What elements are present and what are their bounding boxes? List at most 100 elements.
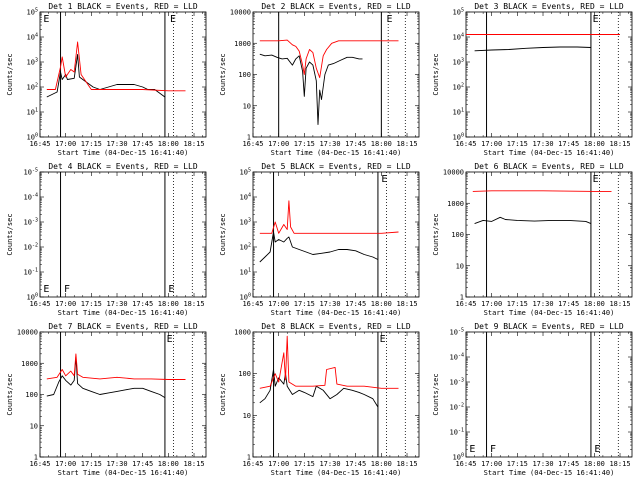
y-axis-label: Counts/sec <box>219 53 227 95</box>
y-tick-label: 100 <box>451 231 464 239</box>
y-tick-label: 10-4 <box>450 353 464 362</box>
x-axis-label: Start Time (04-Dec-15 16:41:40) <box>484 469 615 477</box>
x-tick-label: 17:00 <box>55 300 76 308</box>
x-tick-label: 17:00 <box>481 140 502 148</box>
y-tick-label: 1000 <box>234 329 251 337</box>
x-tick-label: 16:45 <box>455 460 476 468</box>
y-axis-label: Counts/sec <box>432 373 440 415</box>
chart-det-6: Det 6 BLACK = Events, RED = LLD 1 10 100 100… <box>432 162 633 317</box>
x-tick-label: 16:45 <box>29 300 50 308</box>
y-tick-label: 10-4 <box>24 193 38 202</box>
chart-title: Det 6 BLACK = Events, RED = LLD <box>474 162 623 171</box>
x-tick-label: 16:45 <box>455 300 476 308</box>
y-axis-label: Counts/sec <box>6 53 14 95</box>
x-tick-label: 17:30 <box>532 140 553 148</box>
flag-label: E <box>167 334 173 345</box>
y-tick-label: 10-1 <box>450 428 464 437</box>
x-tick-label: 16:45 <box>29 140 50 148</box>
y-tick-label: 10000 <box>443 169 464 177</box>
y-axis-label: Counts/sec <box>432 53 440 95</box>
y-tick-label: 1 <box>34 454 38 462</box>
x-tick-label: 17:30 <box>319 460 340 468</box>
y-tick-label: 1000 <box>21 360 38 368</box>
x-tick-label: 17:45 <box>345 140 366 148</box>
series-events-line <box>474 216 592 225</box>
flag-label: E <box>43 14 49 25</box>
y-tick-label: 100 <box>238 71 251 79</box>
series-events-line <box>259 369 379 408</box>
x-tick-label: 17:00 <box>268 140 289 148</box>
chart-det-9: Det 9 BLACK = Events, RED = LLD 100 10-1 10… <box>432 322 633 477</box>
x-tick-label: 18:15 <box>609 460 630 468</box>
y-tick-label: 100 <box>25 391 38 399</box>
series-events-line <box>46 356 166 398</box>
y-tick-label: 100 <box>453 133 464 142</box>
chart-title: Det 7 BLACK = Events, RED = LLD <box>48 322 197 331</box>
y-tick-label: 10-3 <box>24 218 38 227</box>
series-lld-line <box>259 39 399 79</box>
y-tick-label: 102 <box>240 243 251 252</box>
flag-label: E <box>593 14 599 25</box>
x-tick-label: 17:30 <box>106 140 127 148</box>
y-tick-label: 1 <box>247 134 251 142</box>
x-tick-label: 18:00 <box>584 140 605 148</box>
chart-title: Det 4 BLACK = Events, RED = LLD <box>48 162 197 171</box>
chart-title: Det 2 BLACK = Events, RED = LLD <box>261 2 410 11</box>
x-tick-label: 17:45 <box>132 300 153 308</box>
y-tick-label: 10-1 <box>24 268 38 277</box>
y-tick-label: 103 <box>27 58 38 67</box>
x-tick-label: 18:00 <box>158 300 179 308</box>
x-tick-label: 18:00 <box>371 300 392 308</box>
x-tick-label: 17:45 <box>558 460 579 468</box>
series-events-line <box>474 46 591 52</box>
chart-title: Det 1 BLACK = Events, RED = LLD <box>48 2 197 11</box>
plot-frame <box>252 11 420 138</box>
x-tick-label: 17:30 <box>106 300 127 308</box>
y-tick-label: 10-5 <box>24 168 38 177</box>
series-lld-line <box>46 41 186 92</box>
series-events-line <box>46 54 166 98</box>
x-tick-label: 16:45 <box>29 460 50 468</box>
series-lld-line <box>472 190 612 192</box>
flag-label: E <box>469 444 475 455</box>
chart-det-7: Det 7 BLACK = Events, RED = LLD 1 10 100 100… <box>6 322 207 477</box>
chart-det-8: Det 8 BLACK = Events, RED = LLD 1 10 100 100… <box>219 322 420 477</box>
flag-label: E <box>593 174 599 185</box>
y-tick-label: 103 <box>453 58 464 67</box>
y-tick-label: 10 <box>456 262 464 270</box>
series-lld-line <box>259 200 399 234</box>
plot-frame <box>39 171 207 298</box>
x-tick-label: 17:30 <box>319 300 340 308</box>
flag-label: E <box>380 334 386 345</box>
x-tick-label: 18:15 <box>396 300 417 308</box>
y-tick-label: 10-2 <box>24 243 38 252</box>
y-tick-label: 10-2 <box>450 403 464 412</box>
chart-det-5: Det 5 BLACK = Events, RED = LLD 100 101 102… <box>219 162 420 317</box>
flag-label: E <box>381 174 387 185</box>
x-axis-label: Start Time (04-Dec-15 16:41:40) <box>58 309 189 317</box>
chart-title: Det 3 BLACK = Events, RED = LLD <box>474 2 623 11</box>
flag-label: E <box>170 14 176 25</box>
x-axis-label: Start Time (04-Dec-15 16:41:40) <box>271 309 402 317</box>
flag-label: E <box>386 14 392 25</box>
y-tick-label: 100 <box>27 293 38 302</box>
plot-frame <box>465 331 633 458</box>
flag-label: F <box>64 284 70 295</box>
y-tick-label: 104 <box>240 193 251 202</box>
y-tick-label: 100 <box>453 453 464 462</box>
plot-frame <box>39 11 207 138</box>
y-tick-label: 1 <box>460 294 464 302</box>
flag-label: E <box>168 284 174 295</box>
x-tick-label: 18:15 <box>609 140 630 148</box>
x-tick-label: 16:45 <box>455 140 476 148</box>
y-tick-label: 104 <box>27 33 38 42</box>
x-tick-label: 17:45 <box>345 300 366 308</box>
x-tick-label: 18:00 <box>371 460 392 468</box>
flag-label: E <box>43 284 49 295</box>
x-tick-label: 17:15 <box>81 300 102 308</box>
y-tick-label: 10 <box>243 412 251 420</box>
series-events-line <box>259 53 363 125</box>
y-tick-label: 101 <box>240 268 251 277</box>
chart-det-4: Det 4 BLACK = Events, RED = LLD 100 10-1 10… <box>6 162 207 317</box>
